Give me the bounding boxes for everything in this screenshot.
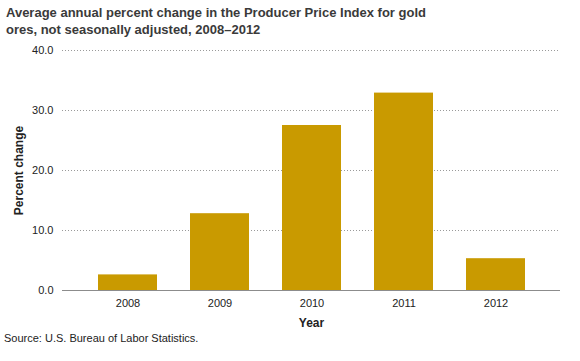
svg-text:20.0: 20.0 — [32, 164, 53, 176]
svg-text:10.0: 10.0 — [32, 224, 53, 236]
html-text:Source: U.S. Bureau of Labor S: Source: U.S. Bureau of Labor Statistics. — [4, 332, 199, 344]
svg-text:0.0: 0.0 — [38, 284, 53, 296]
svg-text:Year: Year — [299, 316, 325, 330]
svg-text:2010: 2010 — [300, 297, 324, 309]
svg-text:Percent change: Percent change — [12, 125, 26, 215]
svg-text:2008: 2008 — [116, 297, 140, 309]
svg-text:30.0: 30.0 — [32, 104, 53, 116]
html-text:Average annual percent change: Average annual percent change in the Pro… — [6, 5, 426, 37]
svg-text:40.0: 40.0 — [32, 44, 53, 56]
svg-text:2012: 2012 — [484, 297, 508, 309]
svg-text:2009: 2009 — [208, 297, 232, 309]
svg-text:2011: 2011 — [392, 297, 416, 309]
